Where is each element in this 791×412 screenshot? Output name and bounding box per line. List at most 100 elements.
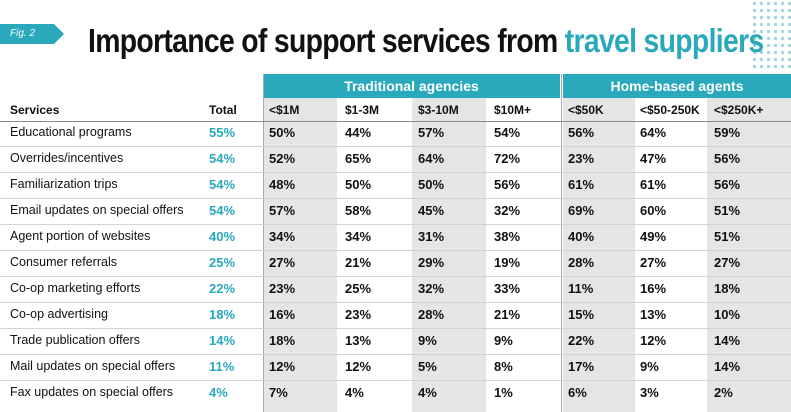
value-cell: 54%: [494, 125, 521, 140]
value-cell: 57%: [269, 203, 296, 218]
value-cell: 50%: [345, 177, 372, 192]
value-cell: 4%: [418, 385, 437, 400]
row-separator: [0, 302, 791, 303]
header-col-7: <$250K+: [714, 103, 764, 117]
value-cell: 40%: [568, 229, 595, 244]
shaded-column-3: [412, 98, 486, 412]
service-label: Familiarization trips: [10, 177, 118, 191]
value-cell: 23%: [269, 281, 296, 296]
value-cell: 13%: [345, 333, 372, 348]
service-label: Consumer referrals: [10, 255, 117, 269]
title-main: Importance of support services from: [88, 22, 565, 59]
value-cell: 1%: [494, 385, 513, 400]
table-row: Co-op advertising 18% 16% 23% 28% 21% 15% 13% 10…: [0, 303, 791, 329]
value-cell: 18%: [714, 281, 741, 296]
table-row: Consumer referrals 25% 27% 21% 29% 19% 28% 27% 2…: [0, 251, 791, 277]
table-row: Trade publication offers 14% 18% 13% 9% 9% 22%…: [0, 329, 791, 355]
group-header-traditional: Traditional agencies: [263, 74, 560, 98]
value-cell: 2%: [714, 385, 733, 400]
total-value: 4%: [209, 385, 228, 400]
value-cell: 57%: [418, 125, 445, 140]
row-separator: [0, 250, 791, 251]
value-cell: 47%: [640, 151, 667, 166]
value-cell: 64%: [418, 151, 445, 166]
value-cell: 5%: [418, 359, 437, 374]
table-row: Co-op marketing efforts 22% 23% 25% 32% 33% 11…: [0, 277, 791, 303]
service-label: Mail updates on special offers: [10, 359, 176, 373]
row-separator: [0, 198, 791, 199]
value-cell: 60%: [640, 203, 667, 218]
value-cell: 32%: [494, 203, 521, 218]
value-cell: 18%: [269, 333, 296, 348]
value-cell: 16%: [269, 307, 296, 322]
table-row: Agent portion of websites 40% 34% 34% 31% 38%…: [0, 225, 791, 251]
header-col-4: $10M+: [494, 103, 532, 117]
header-separator: [0, 121, 791, 122]
service-label: Fax updates on special offers: [10, 385, 174, 399]
value-cell: 13%: [640, 307, 667, 322]
header-col-3: $3-10M: [418, 103, 459, 117]
value-cell: 4%: [345, 385, 364, 400]
value-cell: 52%: [269, 151, 296, 166]
row-separator: [0, 172, 791, 173]
value-cell: 48%: [269, 177, 296, 192]
value-cell: 61%: [568, 177, 595, 192]
total-value: 11%: [209, 359, 235, 374]
value-cell: 6%: [568, 385, 587, 400]
table-row: Educational programs 55% 50% 44% 57% 54% 56% 64…: [0, 121, 791, 147]
value-cell: 65%: [345, 151, 372, 166]
total-value: 54%: [209, 177, 236, 192]
header-col-2: $1-3M: [345, 103, 380, 117]
value-cell: 72%: [494, 151, 521, 166]
value-cell: 21%: [494, 307, 521, 322]
value-cell: 10%: [714, 307, 741, 322]
row-separator: [0, 224, 791, 225]
value-cell: 38%: [494, 229, 521, 244]
value-cell: 44%: [345, 125, 372, 140]
value-cell: 56%: [714, 177, 741, 192]
value-cell: 34%: [345, 229, 372, 244]
table-row: Mail updates on special offers 11% 12% 12% 5…: [0, 355, 791, 381]
value-cell: 64%: [640, 125, 667, 140]
total-value: 25%: [209, 255, 236, 270]
shaded-column-5: [563, 98, 635, 412]
value-cell: 7%: [269, 385, 288, 400]
shaded-column-1: [263, 98, 337, 412]
value-cell: 51%: [714, 203, 741, 218]
value-cell: 15%: [568, 307, 595, 322]
value-cell: 59%: [714, 125, 741, 140]
value-cell: 31%: [418, 229, 445, 244]
value-cell: 25%: [345, 281, 372, 296]
group-header-home-based: Home-based agents: [563, 74, 791, 98]
value-cell: 9%: [418, 333, 437, 348]
value-cell: 50%: [418, 177, 445, 192]
value-cell: 61%: [640, 177, 667, 192]
total-value: 54%: [209, 151, 236, 166]
value-cell: 28%: [568, 255, 595, 270]
header-total: Total: [209, 103, 237, 117]
value-cell: 9%: [640, 359, 659, 374]
value-cell: 14%: [714, 359, 741, 374]
value-cell: 33%: [494, 281, 521, 296]
value-cell: 27%: [269, 255, 296, 270]
row-separator: [0, 380, 791, 381]
row-separator: [0, 328, 791, 329]
value-cell: 12%: [345, 359, 372, 374]
value-cell: 9%: [494, 333, 513, 348]
value-cell: 45%: [418, 203, 445, 218]
divider-traditional: [263, 74, 264, 412]
value-cell: 11%: [568, 281, 594, 296]
header-services: Services: [10, 103, 60, 117]
row-separator: [0, 354, 791, 355]
table-row: Familiarization trips 54% 48% 50% 50% 56% 61% 6…: [0, 173, 791, 199]
total-value: 22%: [209, 281, 236, 296]
title-accent: travel suppliers: [564, 22, 764, 59]
value-cell: 23%: [568, 151, 595, 166]
service-label: Overrides/incentives: [10, 151, 124, 165]
value-cell: 28%: [418, 307, 445, 322]
chart-title: Importance of support services from trav…: [88, 22, 764, 60]
value-cell: 22%: [568, 333, 595, 348]
divider-home-based: [561, 74, 562, 412]
value-cell: 56%: [568, 125, 595, 140]
row-separator: [0, 146, 791, 147]
